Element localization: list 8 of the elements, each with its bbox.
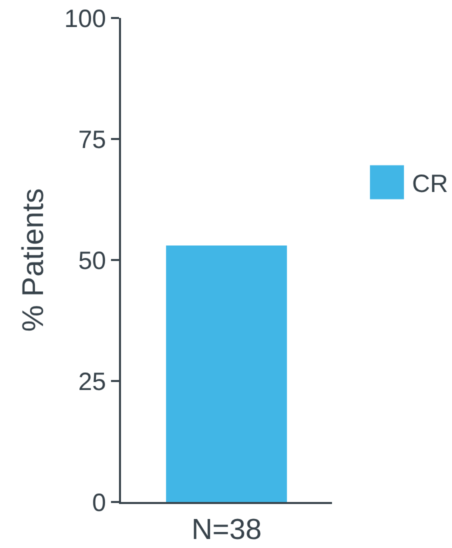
y-tick-label: 0 <box>92 488 106 517</box>
y-tick-label: 50 <box>78 246 106 275</box>
y-tick-label: 25 <box>78 368 106 396</box>
legend-label: CR <box>412 170 448 198</box>
x-tick-label: N=38 <box>191 514 262 546</box>
y-axis-title: % Patients <box>16 188 50 332</box>
y-tick-label: 75 <box>78 126 106 154</box>
y-tick-label: 100 <box>64 4 106 33</box>
